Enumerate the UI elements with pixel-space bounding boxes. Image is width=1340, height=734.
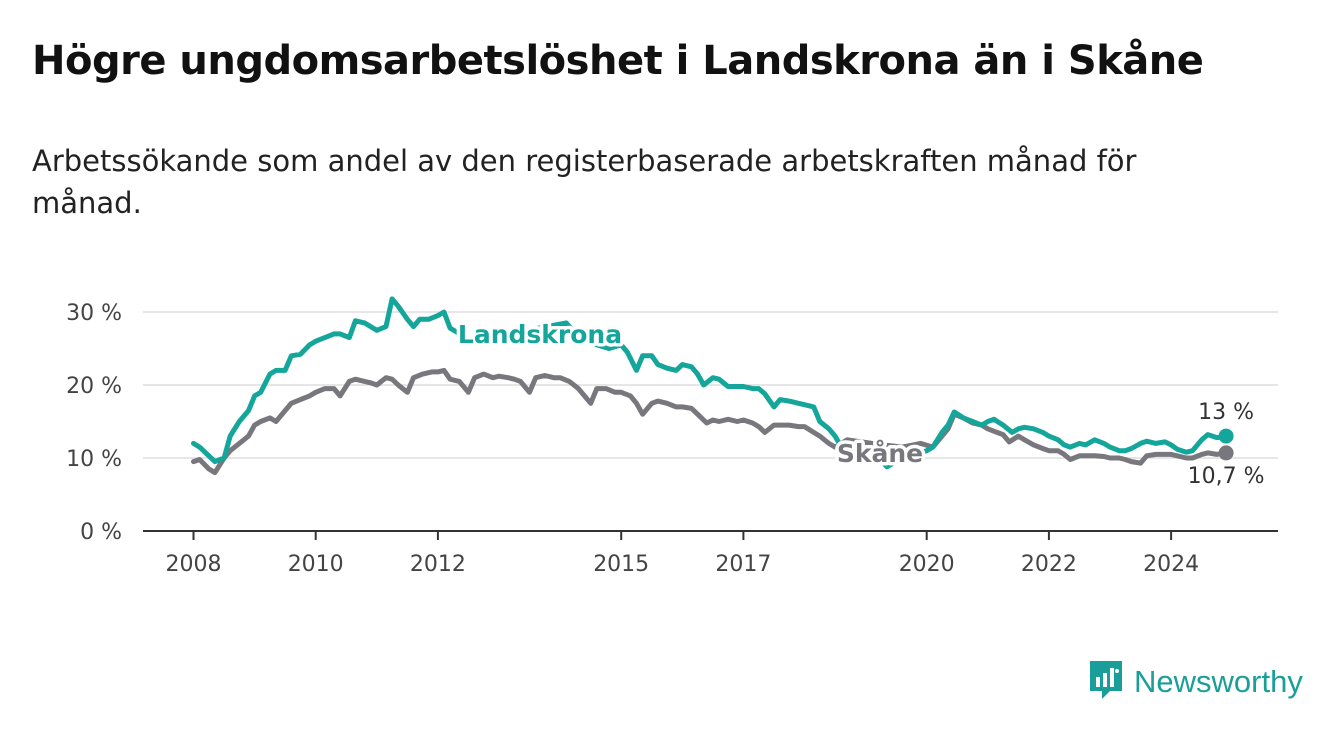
- newsworthy-logo-icon: [1088, 659, 1124, 705]
- y-tick-label: 0 %: [80, 520, 122, 545]
- chart-title: Högre ungdomsarbetslöshet i Landskrona ä…: [32, 38, 1204, 84]
- x-tick-label: 2012: [410, 552, 466, 577]
- x-tick-label: 2017: [715, 552, 771, 577]
- series-labels: Landskrona Skåne 13 % 10,7 %: [454, 317, 1265, 489]
- x-tick-label: 2024: [1143, 552, 1199, 577]
- x-tick-label: 2020: [899, 552, 955, 577]
- series-label-skane: Skåne: [837, 439, 923, 468]
- end-point-skane: [1218, 445, 1234, 461]
- y-tick-label: 30 %: [66, 301, 122, 326]
- series-lines: [191, 296, 1229, 476]
- x-tick-label: 2010: [288, 552, 344, 577]
- series-line-skane: [191, 367, 1229, 476]
- newsworthy-brand[interactable]: Newsworthy: [1088, 660, 1303, 704]
- x-tick-label: 2008: [166, 552, 222, 577]
- x-tick-label: 2022: [1021, 552, 1077, 577]
- x-tick-label: 2015: [593, 552, 649, 577]
- series-line-landskrona: [191, 296, 1229, 470]
- chart-subtitle: Arbetssökande som andel av den registerb…: [32, 144, 1137, 220]
- axis-ticks: 0 % 10 % 20 % 30 % 2008 2010 2012 2015 2017 2020 2…: [66, 301, 1199, 577]
- y-tick-label: 20 %: [66, 374, 122, 399]
- series-label-landskrona: Landskrona: [458, 320, 622, 349]
- end-value-skane: 10,7 %: [1188, 464, 1265, 489]
- y-tick-label: 10 %: [66, 447, 122, 472]
- newsworthy-wordmark: Newsworthy: [1134, 664, 1303, 699]
- grid-lines: [143, 311, 1278, 532]
- end-point-landskrona: [1218, 428, 1234, 444]
- end-value-landskrona: 13 %: [1198, 400, 1254, 425]
